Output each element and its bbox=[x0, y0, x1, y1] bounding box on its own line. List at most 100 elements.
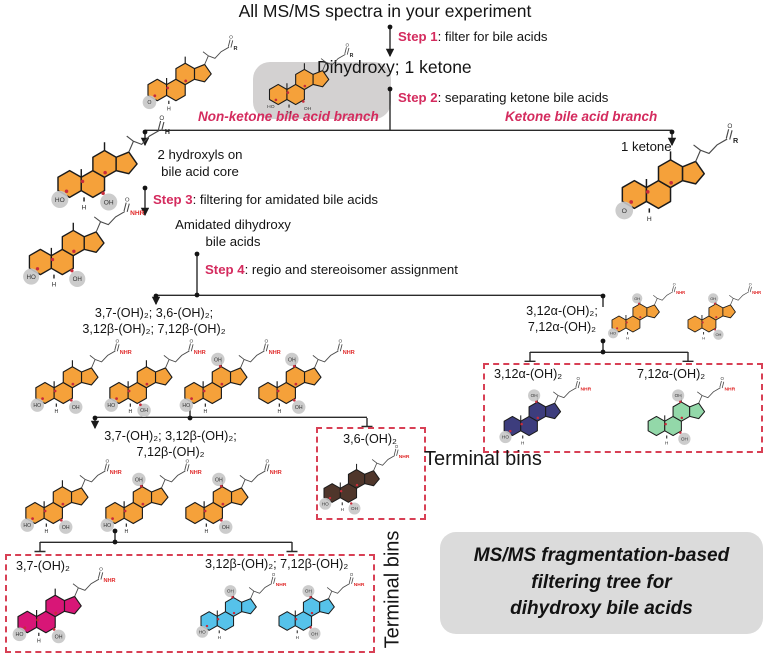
steroid-structure-712b: H O NHR OH OH bbox=[251, 338, 361, 417]
steroid-structure-amidated: H O NHR HO OH bbox=[20, 196, 152, 291]
steroid-structure-712a: H O NHR OH OH bbox=[682, 282, 766, 343]
steroid-structure-37: H O NHR HO OH bbox=[28, 338, 138, 417]
svg-text:O: O bbox=[721, 376, 725, 381]
svg-text:HO: HO bbox=[322, 501, 329, 506]
svg-text:NHR: NHR bbox=[724, 386, 735, 392]
svg-text:OH: OH bbox=[73, 276, 82, 283]
bin-label-312b-712b: 3,12β-(OH)₂; 7,12β-(OH)₂ bbox=[205, 557, 349, 571]
svg-text:H: H bbox=[702, 335, 705, 340]
steroid-structure-37-b: H O NHR HO OH bbox=[18, 458, 128, 537]
steroid-structure-terminal-712b: H O NHR OH OH bbox=[272, 572, 370, 643]
step-4-label: Step 4: regio and stereoisomer assignmen… bbox=[205, 262, 458, 277]
svg-text:NHR: NHR bbox=[580, 386, 591, 392]
summary-box: MS/MS fragmentation-based filtering tree… bbox=[440, 532, 763, 634]
steroid-structure-terminal-36: H O NHR HO OH bbox=[317, 444, 415, 515]
node-2-hydroxyls: 2 hydroxyls on bile acid core bbox=[157, 147, 243, 179]
svg-text:H: H bbox=[54, 409, 58, 415]
svg-text:O: O bbox=[189, 339, 193, 345]
svg-text:H: H bbox=[82, 205, 87, 212]
svg-text:OH: OH bbox=[72, 405, 80, 411]
svg-text:NHR: NHR bbox=[269, 350, 281, 356]
svg-text:O: O bbox=[673, 282, 676, 286]
node-1-ketone: 1 ketone bbox=[621, 139, 672, 154]
svg-text:OH: OH bbox=[305, 589, 312, 594]
svg-text:H: H bbox=[665, 440, 668, 445]
svg-text:H: H bbox=[124, 529, 128, 535]
svg-text:O: O bbox=[346, 42, 350, 47]
node-right-isomers: 3,12α-(OH)₂; 7,12α-(OH)₂ bbox=[526, 304, 598, 335]
bin-label-712a: 7,12α-(OH)₂ bbox=[637, 367, 706, 381]
svg-text:OH: OH bbox=[288, 357, 296, 363]
node-amidated: Amidated dihydroxy bile acids bbox=[175, 217, 291, 249]
svg-text:HO: HO bbox=[502, 435, 509, 440]
bin-label-36: 3,6-(OH)₂ bbox=[343, 432, 397, 446]
terminal-bin-box-right bbox=[483, 363, 763, 453]
svg-text:H: H bbox=[218, 635, 221, 640]
svg-text:H: H bbox=[341, 507, 344, 512]
svg-text:HO: HO bbox=[55, 197, 65, 204]
svg-text:R: R bbox=[733, 136, 739, 145]
svg-text:NHR: NHR bbox=[343, 350, 355, 356]
svg-text:H: H bbox=[204, 529, 208, 535]
svg-text:O: O bbox=[229, 35, 233, 41]
svg-text:R: R bbox=[350, 53, 354, 59]
svg-text:O: O bbox=[272, 572, 276, 577]
svg-text:OH: OH bbox=[215, 477, 223, 483]
svg-text:H: H bbox=[647, 216, 652, 223]
svg-text:NHR: NHR bbox=[190, 470, 202, 476]
svg-text:OH: OH bbox=[681, 437, 688, 442]
svg-text:O: O bbox=[147, 100, 151, 106]
svg-text:H: H bbox=[287, 110, 291, 116]
svg-text:H: H bbox=[128, 409, 132, 415]
step-3-label: Step 3: filtering for amidated bile acid… bbox=[153, 192, 379, 207]
svg-text:NHR: NHR bbox=[752, 290, 761, 295]
svg-text:NHR: NHR bbox=[676, 290, 685, 295]
svg-text:NHR: NHR bbox=[276, 582, 287, 588]
svg-text:OH: OH bbox=[351, 506, 358, 511]
terminal-bins-label-bottom: Terminal bins bbox=[381, 530, 404, 649]
branch-ketone: Ketone bile acid branch bbox=[505, 109, 658, 124]
svg-text:OH: OH bbox=[214, 357, 222, 363]
svg-text:O: O bbox=[622, 208, 627, 215]
svg-text:H: H bbox=[167, 107, 171, 113]
diagram-title: All MS/MS spectra in your experiment bbox=[238, 1, 532, 21]
svg-text:OH: OH bbox=[222, 525, 230, 531]
steroid-structure-312b: H O NHR OH HO bbox=[177, 338, 287, 417]
svg-text:H: H bbox=[521, 440, 524, 445]
svg-text:O: O bbox=[185, 459, 189, 465]
svg-text:O: O bbox=[105, 459, 109, 465]
svg-text:HO: HO bbox=[107, 403, 115, 409]
terminal-bin-box-bottom bbox=[5, 554, 375, 653]
svg-text:NHR: NHR bbox=[354, 582, 365, 588]
svg-text:O: O bbox=[115, 339, 119, 345]
steroid-structure-36: H O NHR HO OH bbox=[102, 338, 212, 418]
svg-text:O: O bbox=[395, 444, 399, 449]
svg-text:OH: OH bbox=[62, 525, 70, 531]
svg-text:H: H bbox=[277, 409, 281, 415]
svg-text:HO: HO bbox=[27, 274, 36, 281]
svg-text:H: H bbox=[203, 409, 207, 415]
step-1-label: Step 1: filter for bile acids bbox=[398, 29, 548, 44]
svg-text:OH: OH bbox=[634, 296, 640, 301]
svg-text:HO: HO bbox=[610, 331, 616, 336]
svg-text:NHR: NHR bbox=[130, 210, 145, 217]
svg-text:OH: OH bbox=[55, 634, 63, 640]
node-dihydroxy-1-ketone: Dihydroxy; 1 ketone bbox=[317, 57, 472, 77]
branch-non-ketone: Non-ketone bile acid branch bbox=[198, 109, 379, 124]
svg-text:H: H bbox=[165, 129, 170, 136]
svg-text:H: H bbox=[296, 635, 299, 640]
step-2-label: Step 2: separating ketone bile acids bbox=[398, 90, 609, 105]
steroid-structure-terminal-37: H O NHR HO OH bbox=[10, 566, 122, 647]
svg-text:HO: HO bbox=[103, 523, 111, 529]
steroid-structure-terminal-312b: H O NHR OH HO bbox=[194, 572, 292, 643]
steroid-structure-712b-b: H O NHR OH OH bbox=[178, 458, 288, 537]
svg-text:HO: HO bbox=[182, 403, 190, 409]
steroid-structure-terminal-312a: H O NHR OH HO bbox=[497, 376, 597, 448]
svg-text:H: H bbox=[37, 639, 41, 645]
svg-text:OH: OH bbox=[311, 631, 318, 636]
steroid-structure-312b-b: H O NHR OH HO bbox=[98, 458, 208, 537]
svg-text:HO: HO bbox=[199, 629, 206, 634]
svg-text:OH: OH bbox=[295, 405, 303, 411]
